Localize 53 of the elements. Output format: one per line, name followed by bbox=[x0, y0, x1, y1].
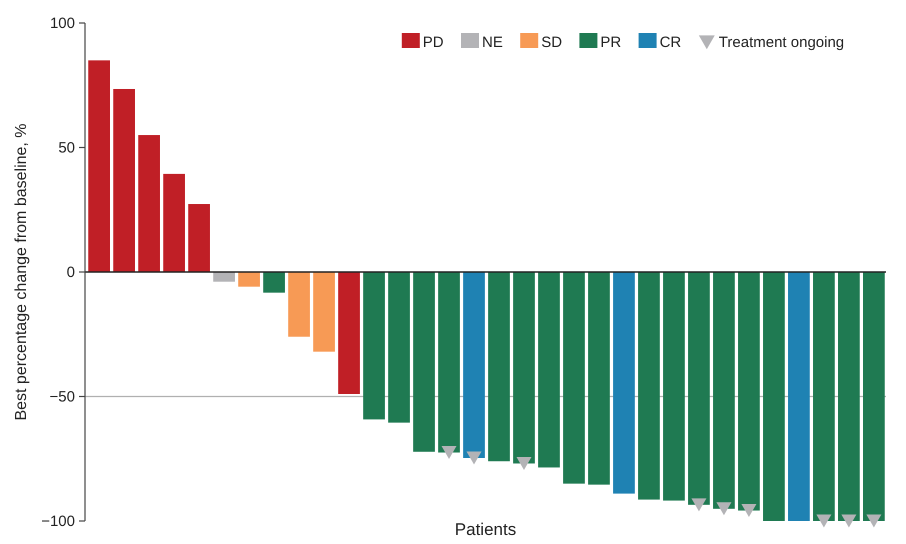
bar bbox=[113, 88, 135, 272]
bar bbox=[563, 272, 585, 484]
bar bbox=[538, 272, 560, 468]
bar bbox=[413, 272, 435, 452]
legend-label: NE bbox=[482, 34, 503, 51]
bar bbox=[488, 272, 510, 462]
point bbox=[466, 452, 482, 465]
y-tick-label: −50 bbox=[50, 388, 75, 406]
bar bbox=[163, 174, 185, 272]
bar bbox=[313, 272, 335, 352]
bar bbox=[663, 272, 685, 501]
bar bbox=[238, 272, 260, 287]
y-tick-label: 100 bbox=[50, 15, 75, 32]
bar bbox=[838, 272, 860, 521]
point bbox=[841, 514, 856, 528]
bar bbox=[613, 272, 635, 494]
bar bbox=[788, 272, 810, 521]
bar bbox=[638, 272, 660, 500]
bar bbox=[863, 272, 885, 521]
bar bbox=[463, 272, 485, 458]
y-tick-label: 50 bbox=[58, 140, 75, 156]
point bbox=[741, 504, 756, 518]
bar bbox=[188, 204, 210, 272]
bar bbox=[288, 272, 310, 337]
bar bbox=[738, 272, 760, 511]
y-tick-label: −100 bbox=[41, 513, 75, 530]
x-axis-title: Patients bbox=[454, 520, 516, 539]
point bbox=[816, 514, 832, 528]
bar bbox=[438, 272, 460, 453]
bar bbox=[388, 272, 410, 423]
point bbox=[866, 514, 882, 528]
bar bbox=[263, 272, 285, 293]
bar bbox=[588, 272, 610, 485]
bar bbox=[138, 135, 160, 272]
bar bbox=[363, 272, 385, 420]
bar bbox=[813, 272, 835, 521]
legend-label: SD bbox=[541, 34, 562, 51]
point bbox=[516, 456, 532, 470]
y-tick-label: 0 bbox=[66, 264, 75, 281]
bar bbox=[763, 272, 785, 521]
legend-label: CR bbox=[660, 34, 682, 51]
legend-label: Treatment ongoing bbox=[718, 34, 844, 51]
bar bbox=[88, 60, 110, 272]
y-axis-title: Best percentage change from baseline, % bbox=[13, 123, 30, 421]
point bbox=[716, 502, 732, 516]
bar bbox=[338, 272, 360, 394]
bar bbox=[713, 272, 735, 509]
bar bbox=[513, 272, 535, 464]
legend-label: PD bbox=[422, 34, 444, 51]
legend-label: PR bbox=[600, 34, 622, 51]
point bbox=[691, 498, 706, 512]
bar bbox=[688, 272, 710, 505]
point bbox=[442, 446, 457, 460]
